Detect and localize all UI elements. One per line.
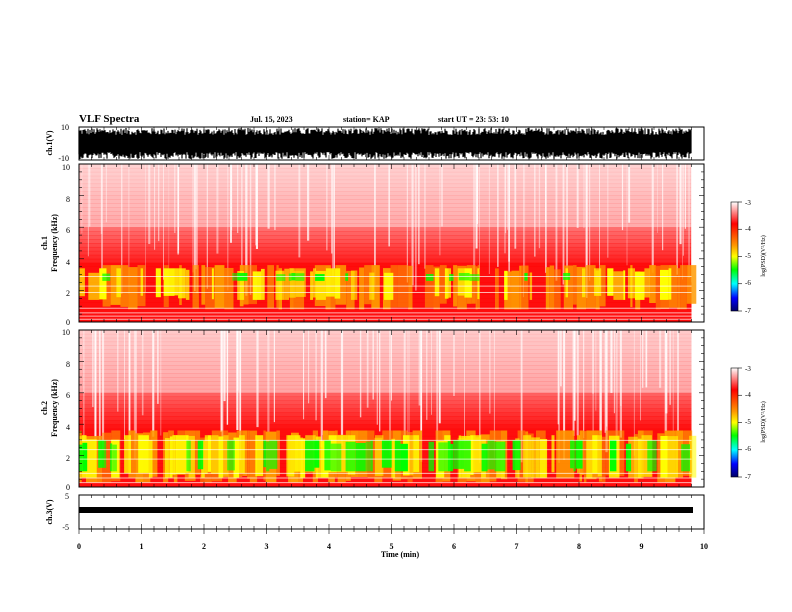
xtick-2: 2 — [202, 542, 206, 551]
y-axis-labels: ch.1(V) ch.1 Frequency (kHz) ch.2 Freque… — [40, 130, 59, 524]
ch2-colorbar: -3 -4 -5 -6 -7 log(PSD)(V²/Hz) — [730, 365, 767, 481]
ch2-spec-ytick-6: 6 — [66, 391, 70, 400]
ch2-colorbar-gradient — [730, 367, 739, 478]
xtick-10: 10 — [700, 542, 708, 551]
ch2-spectrogram-panel — [78, 329, 705, 488]
xtick-3: 3 — [265, 542, 269, 551]
ch1-wave-ytick-top: 10 — [61, 123, 69, 132]
ch1-cb-tick-neg7: -7 — [745, 307, 751, 315]
ch2-spec-ytick-8: 8 — [66, 360, 70, 369]
ch1-spectrogram-image — [79, 164, 704, 323]
x-tick-labels: 0 1 2 3 4 5 6 7 8 9 10 Time (min) — [77, 542, 708, 559]
axis-ticks — [78, 127, 742, 534]
chart-title: VLF Spectra — [79, 113, 140, 125]
ch2-colorbar-ticks: -3 -4 -5 -6 -7 — [745, 365, 751, 481]
ch2-cb-tick-neg6: -6 — [745, 445, 751, 453]
ch1-spec-ytick-6: 6 — [66, 226, 70, 235]
header-date: Jul. 15, 2023 — [250, 115, 293, 124]
ch1-colorbar: -3 -4 -5 -6 -7 log(PSD)(V²/Hz) — [730, 199, 767, 315]
ch2-cb-tick-neg7: -7 — [745, 473, 751, 481]
header-start-time: start UT = 23: 53: 10 — [438, 115, 509, 124]
ch3-wave-ylabel: ch.3(V) — [45, 499, 54, 524]
xtick-8: 8 — [577, 542, 581, 551]
ch1-spec-ytick-4: 4 — [66, 258, 70, 267]
xtick-9: 9 — [640, 542, 644, 551]
ch1-spec-ytick-10: 10 — [62, 163, 70, 172]
ch1-spec-ylabel: Frequency (kHz) — [50, 214, 59, 272]
header-station: station= KAP — [343, 115, 390, 124]
xtick-7: 7 — [515, 542, 519, 551]
ch2-cb-tick-neg5: -5 — [745, 418, 751, 426]
y-tick-labels: 10 -10 10 8 6 4 2 0 10 8 6 4 2 0 5 -5 — [58, 123, 70, 532]
ch1-cb-tick-neg6: -6 — [745, 279, 751, 287]
ch2-cb-tick-neg3: -3 — [745, 365, 751, 373]
xtick-5: 5 — [390, 542, 394, 551]
xtick-6: 6 — [452, 542, 456, 551]
ch1-colorbar-label: log(PSD)(V²/Hz) — [760, 235, 767, 276]
ch1-wave-ytick-bottom: -10 — [58, 154, 69, 163]
ch2-spectrogram-image — [79, 330, 704, 488]
ch1-cb-tick-neg4: -4 — [745, 225, 751, 233]
ch2-spec-ylabel: Frequency (kHz) — [50, 379, 59, 437]
ch1-spectrogram-panel — [78, 163, 705, 323]
ch1-spec-channel-label: ch.1 — [40, 236, 49, 250]
ch1-waveform-trace — [78, 128, 692, 159]
ch2-spec-ytick-4: 4 — [66, 423, 70, 432]
ch1-spec-ytick-2: 2 — [66, 289, 70, 298]
ch3-wave-ytick-top: 5 — [65, 492, 69, 501]
ch2-colorbar-label: log(PSD)(V²/Hz) — [760, 401, 767, 442]
ch3-waveform-trace — [79, 507, 693, 513]
ch2-cb-tick-neg4: -4 — [745, 391, 751, 399]
xtick-0: 0 — [77, 542, 81, 551]
ch1-spec-ytick-0: 0 — [66, 318, 70, 327]
ch2-spec-ytick-0: 0 — [66, 483, 70, 492]
ch1-cb-tick-neg3: -3 — [745, 199, 751, 207]
xtick-4: 4 — [327, 542, 331, 551]
ch1-wave-ylabel: ch.1(V) — [45, 130, 54, 155]
xtick-1: 1 — [140, 542, 144, 551]
ch2-spec-channel-label: ch.2 — [40, 401, 49, 415]
x-axis-label: Time (min) — [381, 550, 420, 559]
ch2-spec-ytick-2: 2 — [66, 454, 70, 463]
ch3-waveform-panel — [78, 494, 705, 530]
ch3-wave-ytick-bottom: -5 — [62, 523, 69, 532]
ch1-colorbar-ticks: -3 -4 -5 -6 -7 — [745, 199, 751, 315]
ch1-spec-ytick-8: 8 — [66, 195, 70, 204]
ch1-colorbar-gradient — [730, 201, 739, 312]
ch2-spec-ytick-10: 10 — [62, 328, 70, 337]
ch1-cb-tick-neg5: -5 — [745, 252, 751, 260]
